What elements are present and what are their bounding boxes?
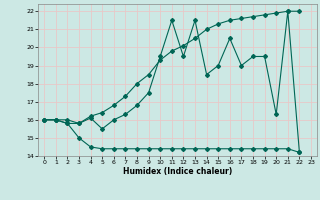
- X-axis label: Humidex (Indice chaleur): Humidex (Indice chaleur): [123, 167, 232, 176]
